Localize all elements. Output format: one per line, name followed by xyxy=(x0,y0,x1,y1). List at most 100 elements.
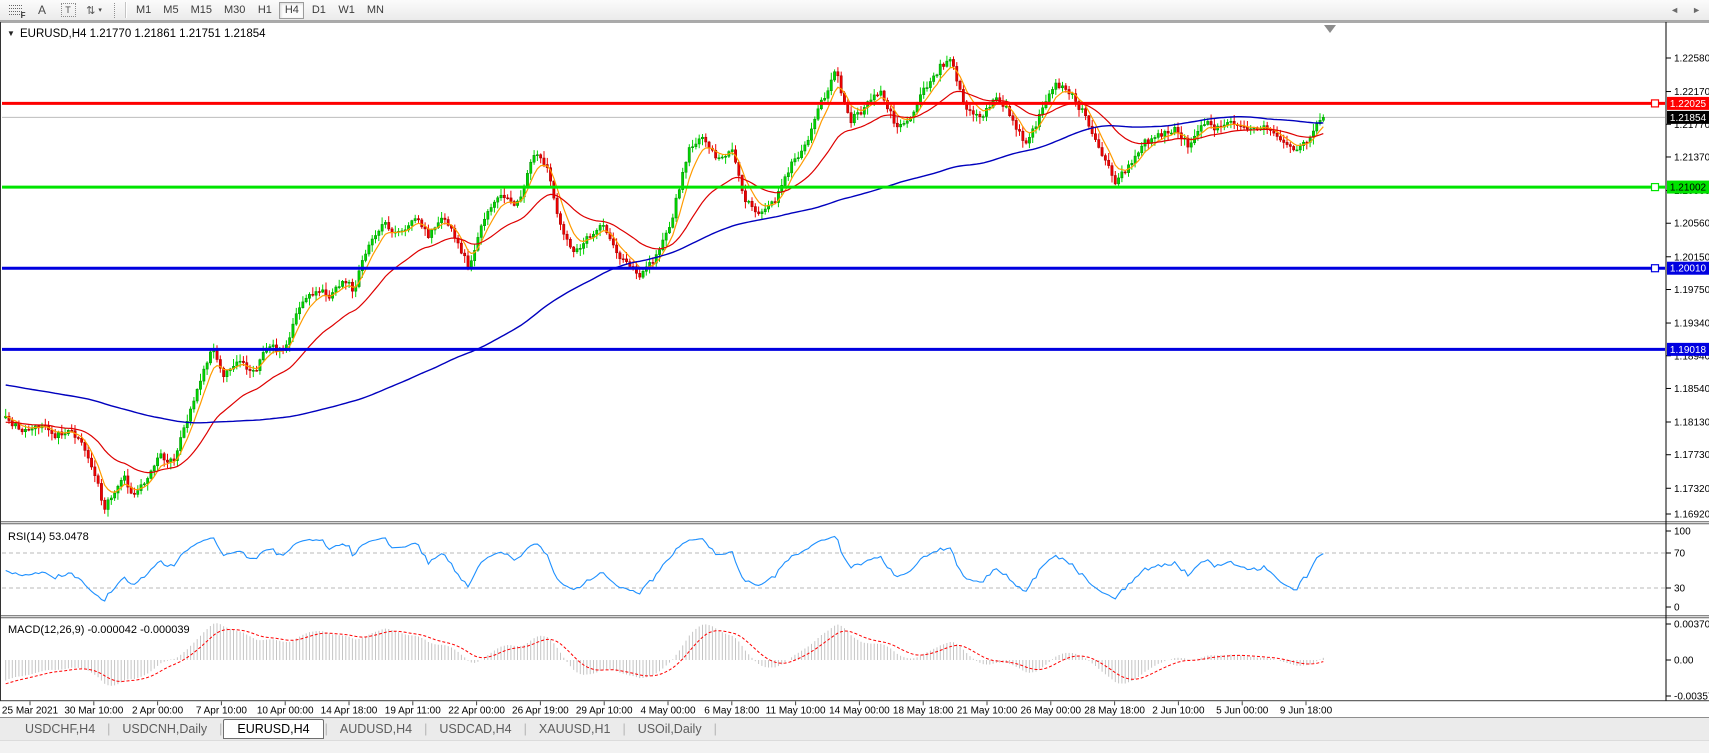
current-price-tag-label: 1.21854 xyxy=(1670,113,1707,124)
time-tick-label: 26 May 00:00 xyxy=(1020,706,1081,717)
chart-tab-usdcnh-daily[interactable]: USDCNH,Daily xyxy=(122,722,208,736)
timeframe-button-m5[interactable]: M5 xyxy=(158,2,183,19)
time-tick-label: 19 Apr 11:00 xyxy=(385,706,441,717)
macd-panel: MACD(12,26,9) -0.000042 -0.000039 xyxy=(5,623,1324,686)
time-axis: 25 Mar 2021 30 Mar 10:00 2 Apr 00:00 7 Apr … xyxy=(0,701,1709,717)
price-tick-label: 1.20560 xyxy=(1674,219,1709,230)
tab-separator: | xyxy=(107,722,111,736)
arrows-tool-button[interactable]: ⇅ ▾ xyxy=(82,1,106,19)
timeframe-button-w1[interactable]: W1 xyxy=(333,2,360,19)
time-tick-label: 26 Apr 19:00 xyxy=(512,706,569,717)
chart-tab-audusd-h4[interactable]: AUDUSD,H4 xyxy=(339,722,413,736)
price-axis: 1.225801.221701.217701.213701.209601.205… xyxy=(1666,54,1709,703)
tab-separator: | xyxy=(622,722,626,736)
ohlc-title: EURUSD,H4 1.21770 1.21861 1.21751 1.2185… xyxy=(20,28,266,40)
fibonacci-tool-button[interactable]: F xyxy=(4,1,28,20)
rsi-label: RSI(14) 53.0478 xyxy=(8,531,89,543)
rsi-line xyxy=(5,535,1324,602)
price-tick-label: 1.18540 xyxy=(1674,384,1709,395)
dropdown-caret-icon[interactable]: ▾ xyxy=(98,7,102,14)
time-tick-label: 2 Jun 10:00 xyxy=(1152,706,1205,717)
price-tick-label: 1.17320 xyxy=(1674,484,1709,495)
line-handle[interactable] xyxy=(1650,264,1660,273)
rsi-tick-label: 70 xyxy=(1674,549,1686,560)
text-label-tool-button[interactable]: A xyxy=(30,1,54,19)
rsi-panel: RSI(14) 53.0478 xyxy=(2,531,1665,602)
tab-separator: | xyxy=(219,722,223,736)
chart-tab-xauusd-h1[interactable]: XAUUSD,H1 xyxy=(538,722,611,736)
line-price-tag-label: 1.19018 xyxy=(1670,345,1707,356)
ma-line-130 xyxy=(5,115,1324,424)
chart-shift-marker-icon[interactable] xyxy=(1324,25,1336,33)
price-tick-label: 1.20150 xyxy=(1674,252,1709,263)
timeframe-group: M1 M5 M15 M30 H1 H4 D1 W1 MN xyxy=(130,1,390,19)
line-handle[interactable] xyxy=(1650,182,1660,192)
text-tool-button[interactable]: T xyxy=(56,1,80,19)
fibonacci-icon: F xyxy=(8,4,26,20)
timeframe-button-d1[interactable]: D1 xyxy=(306,2,331,19)
line-price-tag xyxy=(1667,96,1709,110)
symbol-dropdown-icon[interactable]: ▼ xyxy=(7,29,15,38)
tab-navigation: ◄ ► xyxy=(1670,5,1701,15)
time-tick-label: 25 Mar 2021 xyxy=(2,706,59,717)
price-tick-label: 1.18130 xyxy=(1674,418,1709,429)
timeframe-button-mn[interactable]: MN xyxy=(362,2,389,19)
timeframe-button-m15[interactable]: M15 xyxy=(186,2,217,19)
chart-background xyxy=(0,21,1709,717)
chart-tab-usdchf-h4[interactable]: USDCHF,H4 xyxy=(25,722,96,736)
macd-tick-label: 0.00 xyxy=(1674,656,1694,667)
price-tick-label: 1.22580 xyxy=(1674,54,1709,65)
time-tick-label: 18 May 18:00 xyxy=(893,706,954,717)
price-tick-label: 1.19750 xyxy=(1674,285,1709,296)
time-tick-label: 22 Apr 00:00 xyxy=(448,706,505,717)
time-tick-label: 21 May 10:00 xyxy=(957,706,1018,717)
line-price-tag-label: 1.20010 xyxy=(1670,264,1707,275)
time-tick-label: 2 Apr 00:00 xyxy=(132,706,184,717)
time-tick-label: 9 Jun 18:00 xyxy=(1280,706,1333,717)
price-tick-label: 1.19340 xyxy=(1674,319,1709,330)
text-label-icon: A xyxy=(37,3,46,17)
chart-tab-eurusd-h4[interactable]: EURUSD,H4 xyxy=(223,719,324,739)
status-bar xyxy=(0,740,1709,753)
chart-tab-usdcad-h4[interactable]: USDCAD,H4 xyxy=(439,722,512,736)
tabs-scroll-left-button[interactable]: ◄ xyxy=(1670,5,1680,15)
timeframe-button-m30[interactable]: M30 xyxy=(219,2,250,19)
time-tick-label: 14 Apr 18:00 xyxy=(321,706,378,717)
timeframe-button-m1[interactable]: M1 xyxy=(131,2,156,19)
tab-separator: | xyxy=(324,722,328,736)
line-price-tag xyxy=(1667,342,1709,356)
text-icon: T xyxy=(60,3,76,17)
time-tick-label: 28 May 18:00 xyxy=(1084,706,1145,717)
line-price-tag-label: 1.22025 xyxy=(1670,99,1707,110)
price-tick-label: 1.21370 xyxy=(1674,152,1709,163)
timeframe-button-h4[interactable]: H4 xyxy=(279,1,305,19)
toolbar: F A T ⇅ ▾ M1 M5 M15 M30 H1 H4 D1 W1 MN xyxy=(0,0,1709,21)
macd-tick-label: 0.003701 xyxy=(1674,620,1709,631)
tab-separator: | xyxy=(424,722,428,736)
toolbar-separator xyxy=(125,2,126,18)
price-tick-label: 1.21770 xyxy=(1674,120,1709,131)
line-handle[interactable] xyxy=(1650,99,1660,108)
chart-area[interactable]: RSI(14) 53.0478 MACD(12,26,9) -0.000042 -… xyxy=(0,21,1709,717)
line-price-tag xyxy=(1667,261,1709,275)
macd-tick-label: -0.003572 xyxy=(1674,692,1709,703)
timeframe-button-h1[interactable]: H1 xyxy=(252,2,277,19)
line-price-tag xyxy=(1667,180,1709,194)
time-tick-label: 4 May 00:00 xyxy=(640,706,695,717)
ma-line-6 xyxy=(5,66,1324,493)
arrows-icon: ⇅ xyxy=(86,4,96,17)
tabs-scroll-right-button[interactable]: ► xyxy=(1692,5,1701,15)
moving-averages xyxy=(5,66,1324,493)
price-tick-label: 1.16920 xyxy=(1674,510,1709,521)
time-tick-label: 29 Apr 10:00 xyxy=(576,706,633,717)
tab-separator: | xyxy=(713,722,717,736)
time-tick-label: 14 May 00:00 xyxy=(829,706,890,717)
rsi-tick-label: 30 xyxy=(1674,584,1686,595)
chart-tab-usoil-daily[interactable]: USOil,Daily xyxy=(637,722,702,736)
time-tick-label: 5 Jun 00:00 xyxy=(1216,706,1269,717)
price-tick-label: 1.22170 xyxy=(1674,87,1709,98)
time-tick-label: 7 Apr 10:00 xyxy=(196,706,248,717)
time-tick-label: 11 May 10:00 xyxy=(766,706,826,717)
line-price-tag-label: 1.21002 xyxy=(1670,183,1707,194)
